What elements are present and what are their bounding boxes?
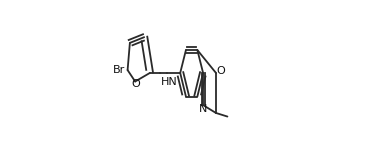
Text: O: O: [216, 66, 225, 77]
Text: O: O: [131, 79, 140, 89]
Text: N: N: [199, 104, 207, 114]
Text: HN: HN: [161, 77, 177, 87]
Text: Br: Br: [113, 65, 125, 75]
